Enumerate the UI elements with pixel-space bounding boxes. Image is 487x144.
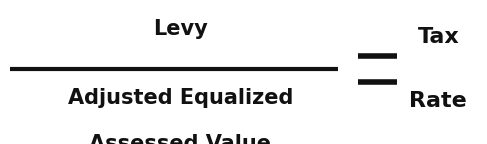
- Text: Levy: Levy: [153, 19, 207, 39]
- Text: Rate: Rate: [410, 91, 467, 111]
- Text: Assessed Value: Assessed Value: [89, 134, 271, 144]
- Text: Adjusted Equalized: Adjusted Equalized: [68, 88, 293, 108]
- Text: Tax: Tax: [417, 28, 459, 47]
